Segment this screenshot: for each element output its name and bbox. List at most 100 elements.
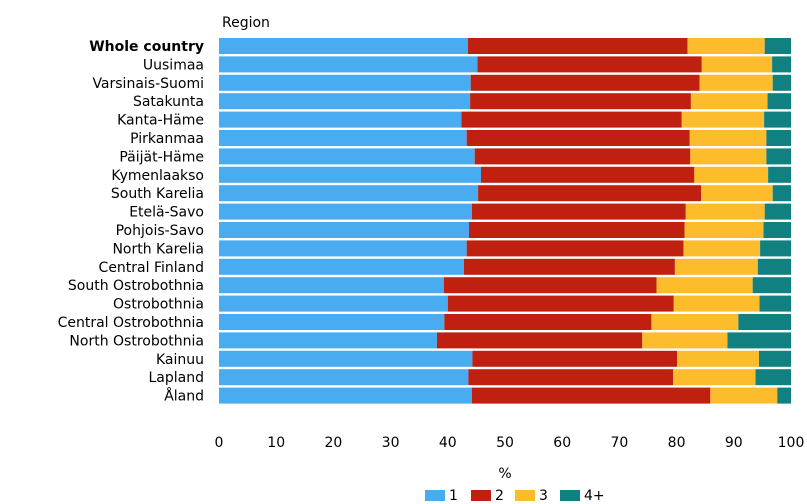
bar-segment-series-2 <box>684 222 764 238</box>
bar-segment-series-1 <box>436 332 643 349</box>
category-label: Satakunta <box>133 94 204 110</box>
bar-segment-series-2 <box>701 185 773 202</box>
bar-segment-series-1 <box>468 369 674 386</box>
category-label: Whole country <box>89 39 204 55</box>
bar-segment-series-2 <box>651 314 739 330</box>
bar-segment-series-3 <box>772 185 791 202</box>
bar-segment-series-1 <box>472 350 678 367</box>
legend-swatch <box>560 490 580 501</box>
x-tick-label: 80 <box>668 435 686 451</box>
bar-segment-series-2 <box>683 240 761 257</box>
bar-segment-series-0 <box>219 148 475 165</box>
bar-segment-series-2 <box>690 148 767 165</box>
bar-segment-series-2 <box>694 166 769 183</box>
bar-segment-series-2 <box>685 203 765 220</box>
bar-segment-series-2 <box>690 93 768 110</box>
bar-segment-series-3 <box>772 56 791 73</box>
bar-segment-series-2 <box>673 295 760 312</box>
category-label: Päijät-Häme <box>119 149 204 165</box>
bar-segment-series-1 <box>478 185 702 202</box>
category-label: Ostrobothnia <box>113 297 204 313</box>
bar-segment-series-3 <box>759 295 791 312</box>
x-tick-label: 40 <box>439 435 457 451</box>
bar-segment-series-1 <box>471 387 711 404</box>
legend-swatch <box>425 490 445 501</box>
bar-segment-series-2 <box>710 387 778 404</box>
bar-segment-series-1 <box>466 240 684 257</box>
category-label: South Karelia <box>111 186 204 202</box>
category-label: Pohjois-Savo <box>116 223 204 239</box>
x-axis-ticks: 0 10 20 30 40 50 60 70 80 90 100 <box>215 435 805 451</box>
bar-segment-series-3 <box>738 314 791 330</box>
legend: 1 2 3 4+ <box>425 488 605 504</box>
x-axis-title: % <box>498 466 511 482</box>
legend-swatch <box>471 490 491 501</box>
bar-segment-series-3 <box>777 387 791 404</box>
bar-segment-series-1 <box>480 166 695 183</box>
category-label: Central Finland <box>99 260 204 276</box>
x-tick-label: 30 <box>382 435 400 451</box>
bar-segment-series-0 <box>219 295 448 312</box>
bar-segment-series-0 <box>219 277 444 294</box>
bar-segment-series-1 <box>443 277 657 294</box>
bar-segment-series-3 <box>764 111 791 128</box>
bar-segment-series-2 <box>699 74 773 91</box>
chart-title: Region <box>222 15 270 31</box>
category-label: Etelä-Savo <box>129 205 204 221</box>
category-label: Åland <box>164 388 204 405</box>
bar-segment-series-3 <box>760 240 791 257</box>
bar-segment-series-2 <box>681 111 765 128</box>
bar-segment-series-0 <box>219 350 473 367</box>
bar-segment-series-3 <box>768 166 791 183</box>
x-tick-label: 10 <box>267 435 285 451</box>
bar-segment-series-0 <box>219 130 467 146</box>
bar-segment-series-0 <box>219 111 462 128</box>
bar-segment-series-3 <box>766 148 791 165</box>
category-label: Lapland <box>149 370 205 386</box>
bar-segment-series-0 <box>219 166 481 183</box>
legend-label: 2 <box>495 488 504 504</box>
category-label: North Ostrobothnia <box>69 333 204 349</box>
bar-segment-series-3 <box>767 93 791 110</box>
bar-segment-series-1 <box>468 222 685 238</box>
bar-segment-series-1 <box>461 111 682 128</box>
bar-segment-series-1 <box>444 314 652 330</box>
bar-segment-series-2 <box>673 369 756 386</box>
bar-segment-series-1 <box>463 258 675 275</box>
category-label: South Ostrobothnia <box>68 278 204 294</box>
bar-segment-series-1 <box>474 148 691 165</box>
bar-segment-series-0 <box>219 332 437 349</box>
category-label: Kainuu <box>156 352 204 368</box>
bar-segment-series-2 <box>674 258 758 275</box>
category-labels: Whole country Uusimaa Varsinais-Suomi Satak… <box>58 39 204 405</box>
category-label: North Karelia <box>112 241 204 257</box>
bar-segment-series-0 <box>219 240 467 257</box>
bar-segment-series-3 <box>757 258 791 275</box>
bar-segment-series-0 <box>219 74 471 91</box>
bar-segment-series-0 <box>219 369 469 386</box>
bar-segment-series-3 <box>752 277 791 294</box>
bar-segment-series-1 <box>467 38 688 54</box>
bar-segment-series-1 <box>447 295 674 312</box>
category-label: Pirkanmaa <box>130 131 204 147</box>
x-tick-label: 70 <box>610 435 628 451</box>
x-tick-label: 60 <box>553 435 571 451</box>
legend-label: 4+ <box>584 488 605 504</box>
bar-segment-series-0 <box>219 203 472 220</box>
bar-segment-series-0 <box>219 38 468 54</box>
category-label: Uusimaa <box>143 57 204 73</box>
bar-segment-series-3 <box>755 369 791 386</box>
bar-segment-series-3 <box>766 130 791 146</box>
x-tick-label: 0 <box>215 435 224 451</box>
bar-segment-series-3 <box>772 74 791 91</box>
bar-segment-series-0 <box>219 222 469 238</box>
bar-segment-series-3 <box>764 203 791 220</box>
bar-segment-series-3 <box>758 350 791 367</box>
x-tick-label: 100 <box>778 435 805 451</box>
bar-segment-series-1 <box>470 93 691 110</box>
bar-segment-series-3 <box>763 222 791 238</box>
x-tick-label: 50 <box>496 435 514 451</box>
bar-segment-series-2 <box>677 350 759 367</box>
bar-segment-series-0 <box>219 258 464 275</box>
